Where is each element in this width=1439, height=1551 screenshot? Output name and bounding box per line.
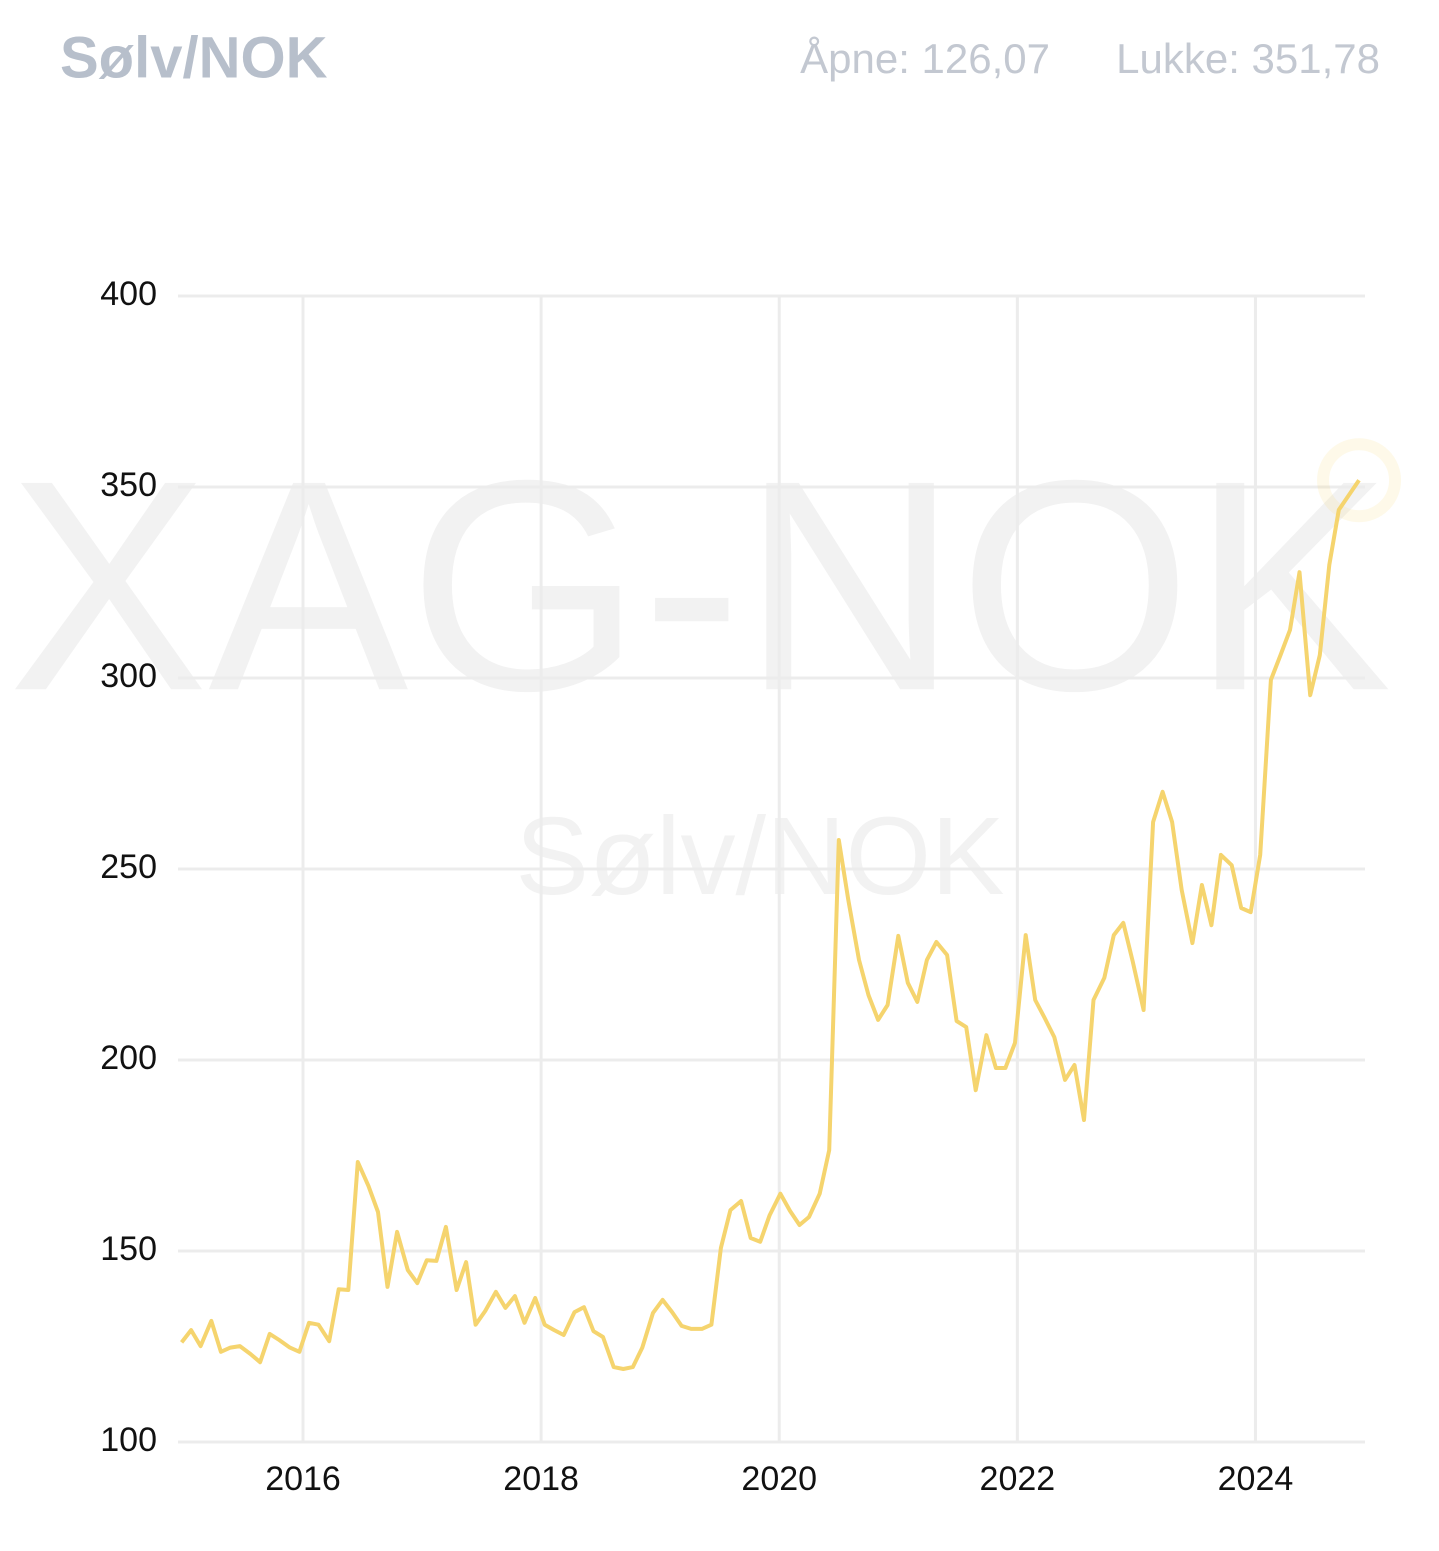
watermark: XAG-NOK	[8, 417, 1392, 753]
plot	[180, 438, 1402, 1371]
x-tick-label: 2024	[1218, 1460, 1294, 1498]
y-tick-label: 300	[100, 657, 157, 695]
close-label: Lukke: 351,78	[1116, 35, 1380, 82]
series-line	[180, 479, 1361, 1371]
chart-title: Sølv/NOK	[60, 25, 328, 90]
end-marker	[1317, 438, 1402, 523]
grid: 100 150 200 250 300 350 400 2016 2018 2020 2022 202…	[100, 275, 1365, 1498]
open-label: Åpne: 126,07	[800, 35, 1050, 82]
y-tick-label: 350	[100, 466, 157, 504]
y-tick-label: 200	[100, 1039, 157, 1077]
y-tick-label: 150	[100, 1230, 157, 1268]
y-tick-label: 250	[100, 848, 157, 886]
x-tick-label: 2020	[741, 1460, 817, 1498]
y-tick-label: 400	[100, 275, 157, 313]
x-tick-label: 2016	[265, 1460, 341, 1498]
x-tick-label: 2018	[503, 1460, 579, 1498]
x-tick-label: 2022	[980, 1460, 1056, 1498]
y-tick-label: 100	[100, 1421, 157, 1459]
watermark-sub: Sølv/NOK	[516, 795, 1005, 918]
